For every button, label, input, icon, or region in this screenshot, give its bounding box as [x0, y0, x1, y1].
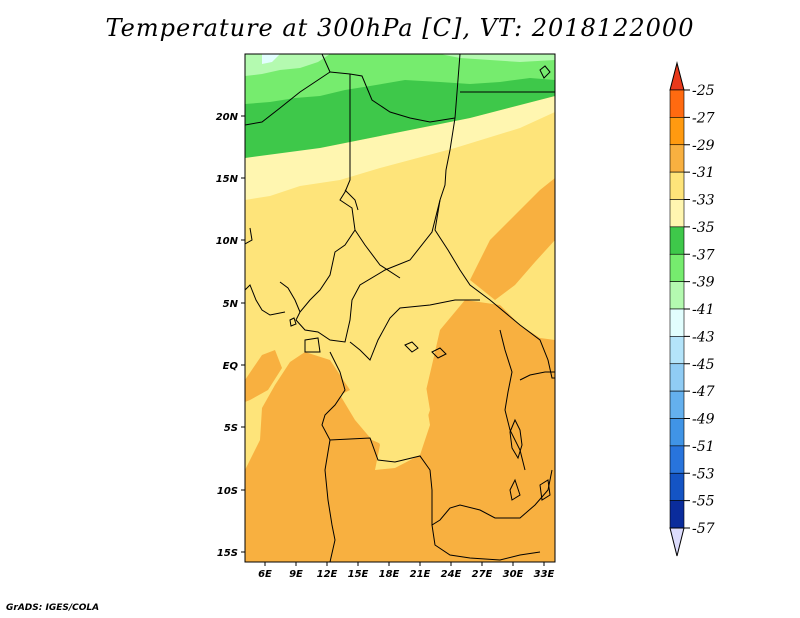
colorbar-swatch [669, 171, 685, 200]
colorbar-label: -27 [692, 110, 715, 126]
colorbar-swatch [669, 117, 685, 146]
colorbar-label: -51 [692, 439, 715, 455]
temp-region-31-center [340, 372, 430, 450]
lat-label: EQ [223, 361, 239, 372]
lat-axis: 20N 15N 10N 5N EQ 5S 10S 15S [216, 112, 245, 559]
colorbar-swatch [669, 336, 685, 365]
colorbar-swatch [669, 308, 685, 337]
colorbar-label: -29 [692, 138, 715, 154]
colorbar-label: -49 [692, 412, 715, 428]
colorbar-label: -37 [692, 247, 715, 263]
colorbar-label: -31 [692, 165, 715, 181]
colorbar-label: -33 [692, 193, 715, 209]
colorbar-top-arrow [669, 61, 685, 91]
lon-label: 27E [472, 569, 493, 580]
colorbar: -25 -27 -29 -31 -33 -35 -37 -39 -41 -43 -45 -47 -49 -… [669, 61, 715, 557]
colorbar-swatch [669, 445, 685, 474]
lon-label: 30E [503, 569, 524, 580]
colorbar-label: -39 [692, 275, 715, 291]
lat-label: 15S [217, 548, 238, 559]
colorbar-swatch [669, 144, 685, 173]
lon-label: 12E [317, 569, 338, 580]
colorbar-label: -55 [692, 494, 715, 510]
colorbar-label: -53 [692, 466, 715, 482]
colorbar-label: -25 [692, 83, 715, 99]
temp-region-29-north [470, 178, 555, 300]
temp-region-41 [262, 54, 280, 64]
map-borders [245, 54, 555, 562]
colorbar-bottom-arrow [669, 527, 685, 557]
colorbar-swatch [669, 199, 685, 228]
colorbar-label: -43 [692, 329, 715, 345]
colorbar-label: -35 [692, 220, 715, 236]
lon-label: 18E [379, 569, 400, 580]
colorbar-swatch [669, 472, 685, 501]
temp-region-33 [245, 96, 555, 200]
colorbar-swatch [669, 500, 685, 529]
map-frame [244, 53, 556, 563]
lat-label: 5S [224, 423, 238, 434]
lon-label: 33E [534, 569, 555, 580]
lat-label: 15N [216, 174, 239, 185]
lat-label: 10S [217, 486, 238, 497]
lat-label: 20N [216, 112, 239, 123]
lon-axis: 6E 9E 12E 15E 18E 21E 24E 27E 30E 33E [258, 562, 555, 580]
colorbar-label: -45 [692, 357, 715, 373]
colorbar-label: -41 [692, 302, 715, 318]
temp-region-29-west [245, 350, 282, 402]
chart-title: Temperature at 300hPa [C], VT: 201812200… [105, 14, 695, 42]
lon-label: 24E [441, 569, 462, 580]
temp-region-37 [245, 54, 555, 104]
colorbar-swatch [669, 253, 685, 282]
lat-label: 5N [223, 299, 239, 310]
colorbar-label: -47 [692, 384, 715, 400]
lon-label: 6E [258, 569, 272, 580]
colorbar-swatch [669, 226, 685, 255]
lon-label: 9E [289, 569, 303, 580]
grads-credit: GrADS: IGES/COLA [6, 603, 100, 613]
temp-region-29 [245, 300, 555, 562]
colorbar-swatch [669, 418, 685, 447]
colorbar-swatch [669, 390, 685, 419]
lon-label: 21E [410, 569, 431, 580]
colorbar-label: -57 [692, 521, 715, 537]
colorbar-swatch [669, 363, 685, 392]
lon-label: 15E [348, 569, 369, 580]
colorbar-swatch [669, 89, 685, 118]
colorbar-swatch [669, 281, 685, 310]
lat-label: 10N [216, 236, 239, 247]
